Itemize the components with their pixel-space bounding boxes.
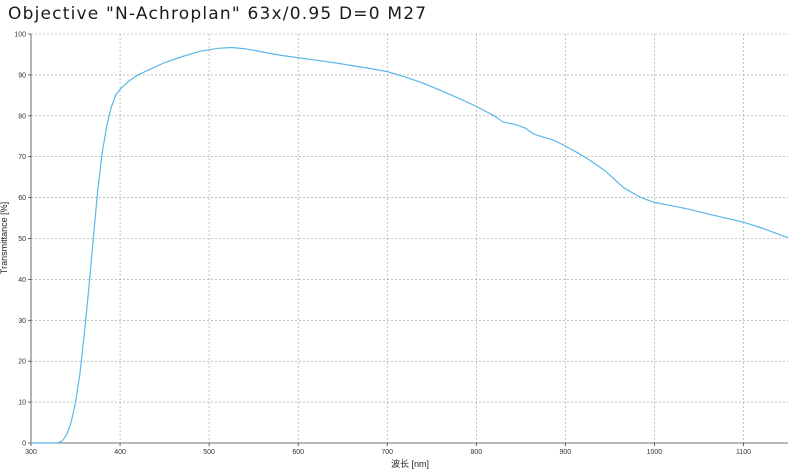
data-point xyxy=(30,442,31,443)
x-tick-label: 400 xyxy=(114,449,126,456)
data-point xyxy=(66,434,67,435)
data-point xyxy=(164,62,165,63)
data-point xyxy=(525,127,526,128)
series-line-0 xyxy=(31,46,789,444)
x-tick-label: 1000 xyxy=(647,449,663,456)
y-tick-label: 100 xyxy=(14,32,26,39)
data-point xyxy=(200,51,201,52)
x-tick-label: 300 xyxy=(25,449,37,456)
data-point xyxy=(280,55,281,56)
data-point xyxy=(502,121,503,122)
data-point xyxy=(79,373,80,374)
data-point xyxy=(640,197,641,198)
data-point xyxy=(262,51,263,52)
x-tick-label: 500 xyxy=(203,449,215,456)
data-point xyxy=(725,217,726,218)
y-tick-label: 50 xyxy=(18,236,26,243)
data-point xyxy=(422,82,423,83)
x-tick-label: 800 xyxy=(470,449,482,456)
data-point xyxy=(707,213,708,214)
tick-labels: 0 10 20 30 40 50 60 70 80 90 100 300 400 500 600 700 800… xyxy=(14,32,751,457)
data-point xyxy=(404,76,405,77)
data-point xyxy=(587,158,588,159)
grid-lines xyxy=(31,33,788,443)
data-point xyxy=(351,65,352,66)
y-tick-label: 10 xyxy=(18,400,26,407)
x-tick-label: 600 xyxy=(292,449,304,456)
axes xyxy=(28,33,788,446)
data-point xyxy=(119,89,120,90)
data-point xyxy=(217,48,218,49)
data-point xyxy=(476,106,477,107)
data-point xyxy=(743,222,744,223)
data-point xyxy=(106,125,107,126)
y-tick-label: 70 xyxy=(18,154,26,161)
data-point xyxy=(560,143,561,144)
x-axis-title: 波长 [nm] xyxy=(391,458,429,469)
data-point xyxy=(102,152,103,153)
data-point xyxy=(84,332,85,333)
y-tick-label: 60 xyxy=(18,195,26,202)
data-point xyxy=(93,238,94,239)
data-point xyxy=(115,95,116,96)
data-point xyxy=(534,134,535,135)
data-point xyxy=(614,179,615,180)
data-point xyxy=(57,442,58,443)
data-point xyxy=(778,234,779,235)
series-layer xyxy=(30,46,789,444)
data-point xyxy=(623,187,624,188)
data-point xyxy=(458,98,459,99)
data-point xyxy=(569,148,570,149)
x-tick-label: 700 xyxy=(381,449,393,456)
data-point xyxy=(551,139,552,140)
data-point xyxy=(231,47,232,48)
y-tick-label: 80 xyxy=(18,113,26,120)
data-point xyxy=(75,402,76,403)
data-point xyxy=(88,287,89,288)
x-tick-label: 900 xyxy=(560,449,572,456)
x-tick-label: 1100 xyxy=(736,449,751,456)
y-axis-title: Transmittance [%] xyxy=(0,202,9,274)
data-point xyxy=(62,440,63,441)
data-point xyxy=(70,422,71,423)
data-point xyxy=(689,209,690,210)
data-point xyxy=(654,202,655,203)
y-tick-label: 40 xyxy=(18,277,26,284)
y-tick-label: 90 xyxy=(18,72,26,79)
data-point xyxy=(97,189,98,190)
data-point xyxy=(761,227,762,228)
data-point xyxy=(333,62,334,63)
data-point xyxy=(244,48,245,49)
data-point xyxy=(387,71,388,72)
data-point xyxy=(440,90,441,91)
data-point xyxy=(596,164,597,165)
data-point xyxy=(182,56,183,57)
data-point xyxy=(137,74,138,75)
data-point xyxy=(315,60,316,61)
data-point xyxy=(128,80,129,81)
data-point xyxy=(787,237,788,238)
data-point xyxy=(111,107,112,108)
y-tick-label: 20 xyxy=(18,359,26,366)
data-point xyxy=(369,68,370,69)
chart-title: Objective "N-Achroplan" 63x/0.95 D=0 M27 xyxy=(8,4,428,24)
y-tick-label: 30 xyxy=(18,318,26,325)
data-point xyxy=(578,153,579,154)
data-point xyxy=(672,205,673,206)
data-point xyxy=(516,124,517,125)
data-point xyxy=(542,136,543,137)
data-point xyxy=(632,192,633,193)
data-point xyxy=(605,170,606,171)
data-point xyxy=(494,115,495,116)
data-point xyxy=(298,57,299,58)
data-point xyxy=(146,70,147,71)
y-tick-label: 0 xyxy=(22,441,26,448)
